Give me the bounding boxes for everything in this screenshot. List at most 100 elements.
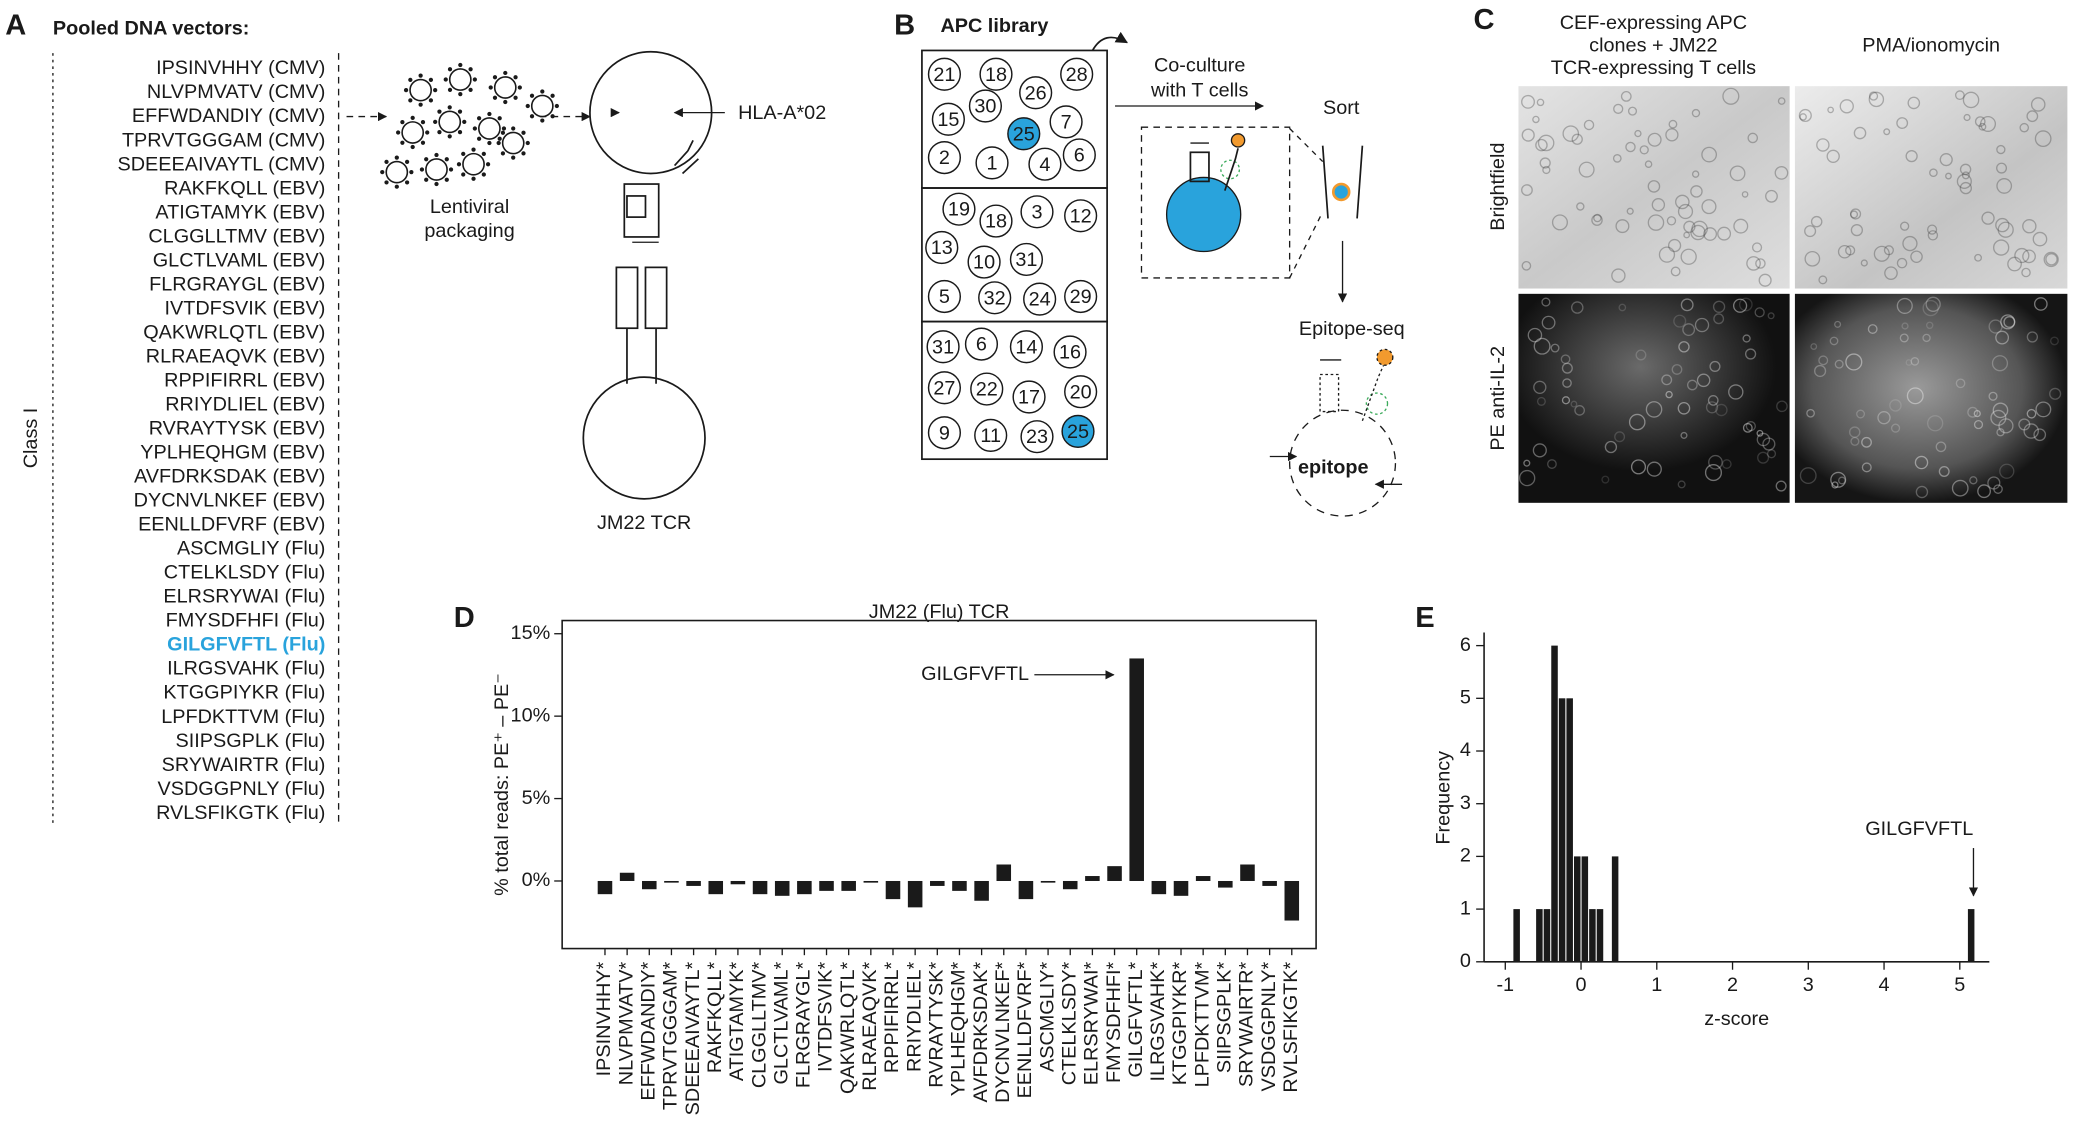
well [1009,330,1044,364]
antibody [1361,364,1385,422]
histogram-bar [1566,698,1573,962]
virus-spike [468,87,473,92]
bar [1018,880,1034,900]
cell-texture [1665,128,1679,142]
cell-texture [1973,409,1981,418]
arrow [1091,31,1128,51]
cell-texture [1615,219,1630,234]
plot-frame [561,619,1317,950]
y-tick-label: 5 [1460,687,1471,709]
well [1020,420,1054,454]
bar [1240,864,1255,881]
panel-c-images [1518,86,2068,503]
label: JM22 TCR [597,512,691,534]
bar [642,880,657,890]
bar [1151,880,1167,895]
well [927,140,962,175]
peptide: VSDGGPNLY (Flu) [158,778,326,800]
x-tick-label: LPFDKTTVM* [1191,962,1213,1088]
well-label: 30 [974,96,996,118]
cell-texture [1758,273,1772,287]
virus-spike [444,177,449,182]
cell-texture [1666,216,1677,226]
well-label: 13 [931,237,953,259]
marker [1365,392,1389,415]
cell-texture [1877,411,1891,425]
micrograph [1518,86,1790,289]
cell-texture [1765,189,1778,203]
cell-texture [1630,459,1647,475]
cell-texture [1562,125,1580,142]
cell-texture [1922,299,1939,317]
cell-texture [1536,396,1546,406]
cell-texture [1896,257,1908,269]
cell-texture [1873,245,1890,262]
peptide: RVRAYTYSK (EBV) [149,418,326,440]
peptide: SDEEEAIVAYTL (CMV) [118,153,326,175]
virus-spike [500,151,506,156]
cell-texture [1639,145,1649,155]
cell-texture [1935,441,1947,453]
x-tick-label: SRYWAIRTR* [1236,962,1258,1088]
cell-texture [1696,373,1711,388]
x-tick-label: -1 [1496,974,1514,996]
tcr-chain [615,266,639,330]
virus-spike [487,111,492,117]
x-tick-label: DYCNVLNKEF* [992,962,1014,1103]
cell-texture [1925,296,1941,312]
bar [597,880,613,895]
y-tick-label: 15% [511,622,551,644]
y-tick-label: 6 [1460,634,1471,656]
label: with T cells [1150,80,1248,102]
cell-texture [1799,467,1817,485]
cell-texture [1680,431,1688,439]
peptide: CLGGLLTMV (EBV) [148,225,325,247]
cell-texture [1593,213,1602,223]
cell-texture [1959,181,1973,195]
well [974,418,1008,452]
virus-spike [472,77,477,82]
cell-texture [1532,443,1547,458]
cell-texture [1704,464,1722,482]
cell-texture [2034,297,2048,311]
label: Lentiviral [430,196,509,218]
cell-texture [1751,242,1763,253]
cell-texture [1646,461,1662,477]
cell-texture [1868,91,1885,108]
cell-texture [1651,198,1666,212]
well [925,230,959,265]
cell-texture [1977,484,1991,499]
cell-texture [1533,380,1547,394]
well-label: 25 [1067,421,1089,443]
cell-texture [1680,248,1697,265]
cell-texture [2026,110,2039,123]
well [1012,380,1046,414]
cell-texture [1550,343,1560,353]
tcr-chain [644,266,668,330]
peptide: YPLHEQHGM (EBV) [140,442,325,464]
well-label: 17 [1018,387,1040,409]
x-tick-label: FLRGRAYGL* [793,962,815,1089]
tcr-stalk [626,328,657,384]
peptide: ASCMGLIY (Flu) [177,538,325,560]
peptide: SIIPSGPLK (Flu) [176,730,326,752]
well-label: 24 [1029,289,1051,311]
well-label: 2 [939,147,950,169]
cell-texture [1701,146,1718,163]
cell-texture [1705,401,1719,414]
histogram-bar [1536,909,1543,962]
cell-texture [1896,117,1909,129]
x-tick-label: RPPIFIRRL* [881,962,903,1074]
cell-texture [1742,334,1751,343]
well-label: 6 [976,334,987,356]
cell-texture [1992,402,2009,419]
cell-texture [1910,250,1923,264]
x-tick-label: FMYSDFHFI* [1103,962,1125,1083]
cell-texture [1708,454,1723,470]
cell-texture [1712,300,1726,313]
bar [863,880,879,883]
cell-texture [1691,170,1700,178]
well-label: 29 [1070,286,1092,308]
well [1023,282,1057,316]
bar [619,872,635,881]
